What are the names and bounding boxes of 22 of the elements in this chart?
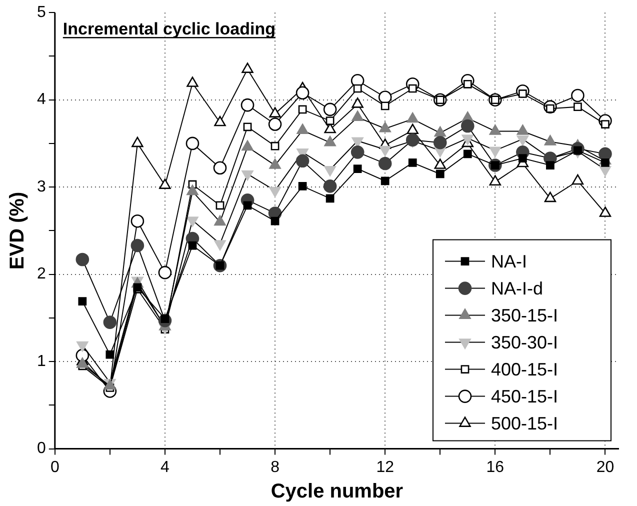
- y-tick-label: 4: [36, 91, 46, 108]
- y-tick-label: 3: [36, 178, 46, 196]
- legend-label: 450-15-I: [491, 386, 558, 406]
- y-tick-label: 0: [36, 440, 46, 458]
- legend-label: 400-15-I: [491, 359, 558, 380]
- y-tick-label: 2: [36, 266, 46, 283]
- x-tick-label: 20: [596, 458, 614, 476]
- x-tick-label: 0: [50, 458, 60, 476]
- legend-label: 500-15-I: [491, 413, 558, 434]
- y-axis-title: EVD (%): [6, 192, 29, 270]
- chart-title: Incremental cyclic loading: [62, 20, 276, 39]
- x-tick-label: 8: [270, 458, 280, 476]
- x-tick-label: 16: [486, 458, 504, 476]
- legend-label: 350-30-I: [491, 332, 558, 352]
- legend-label: 350-15-I: [491, 305, 558, 326]
- x-tick-label: 4: [160, 458, 170, 476]
- x-tick-label: 12: [376, 458, 394, 476]
- legend-label: NA-I-d: [491, 278, 544, 298]
- legend-label: NA-I: [491, 251, 527, 272]
- y-tick-label: 5: [36, 4, 46, 22]
- y-tick-label: 1: [36, 352, 46, 370]
- x-axis-title: Cycle number: [270, 480, 404, 503]
